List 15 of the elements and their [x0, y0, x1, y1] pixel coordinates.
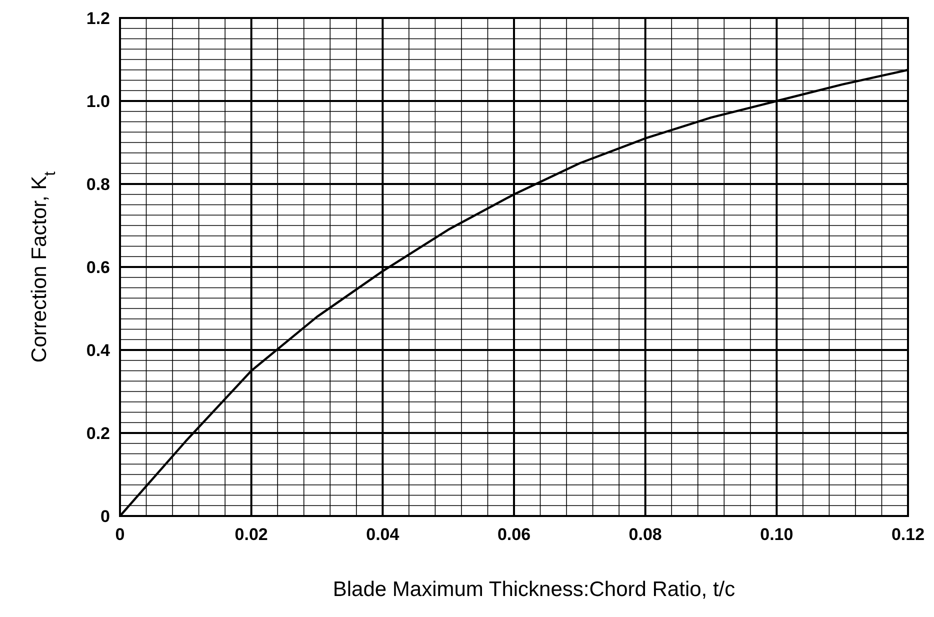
y-tick-label: 0.6: [86, 258, 110, 277]
x-tick-label: 0.12: [891, 525, 925, 544]
y-tick-label: 0: [100, 507, 110, 526]
y-tick-label: 1.0: [86, 92, 110, 111]
x-tick-label: 0.10: [760, 525, 794, 544]
x-tick-label: 0: [115, 525, 125, 544]
x-axis-title: Blade Maximum Thickness:Chord Ratio, t/c: [332, 578, 736, 601]
y-tick-label: 0.8: [86, 175, 110, 194]
y-tick-label: 0.2: [86, 424, 110, 443]
x-tick-label: 0.04: [366, 525, 400, 544]
y-tick-label: 1.2: [86, 9, 110, 28]
x-tick-label: 0.02: [234, 525, 268, 544]
x-tick-label: 0.06: [497, 525, 531, 544]
y-tick-label: 0.4: [86, 341, 111, 360]
x-tick-label: 0.08: [628, 525, 662, 544]
